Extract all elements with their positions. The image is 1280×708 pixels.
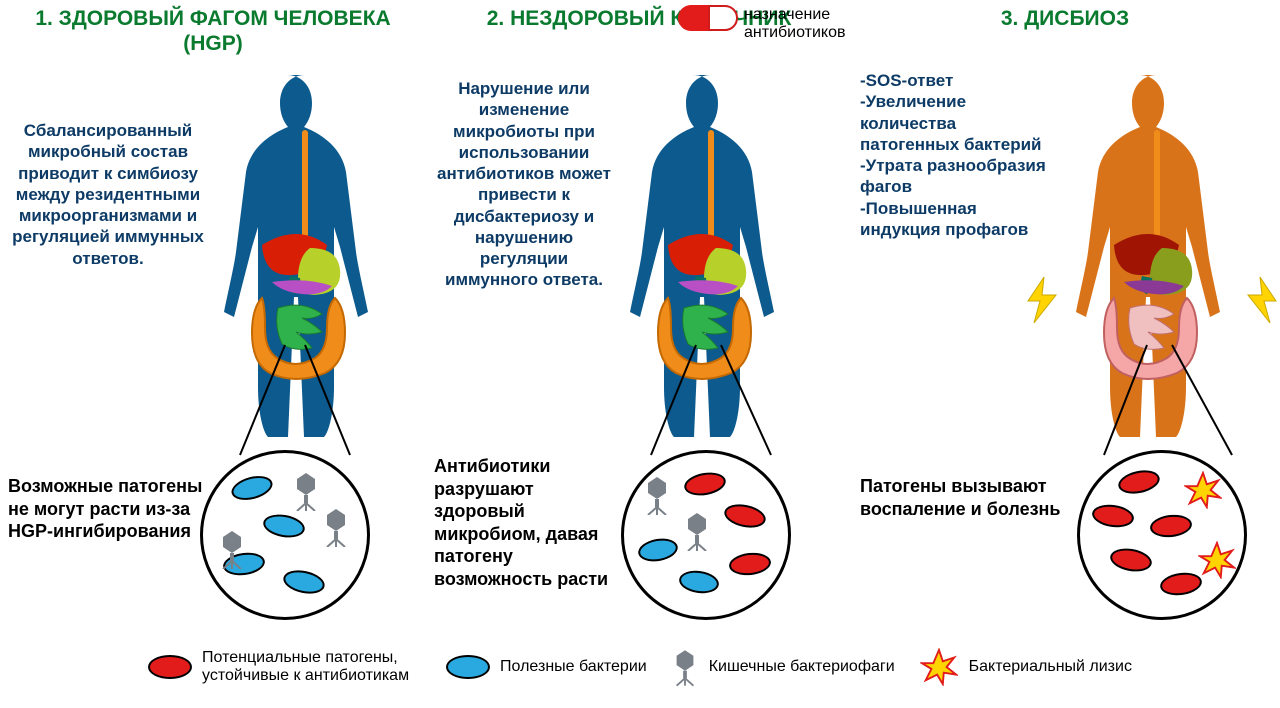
good-bacteria [229, 472, 275, 504]
phage-icon [217, 529, 247, 569]
spine [708, 130, 714, 250]
panel1-title: 1. ЗДОРОВЫЙ ФАГОМ ЧЕЛОВЕКА (HGP) [0, 0, 426, 60]
pathogen [728, 551, 772, 577]
spine [1154, 130, 1160, 250]
pathogen [682, 470, 727, 499]
blue-oval-icon [446, 655, 490, 679]
burst-icon [919, 647, 959, 687]
panel3-lower: Патогены вызывают воспаление и болезнь [860, 475, 1070, 520]
legend-label-4: Бактериальный лизис [969, 658, 1132, 676]
lightning-icon [1022, 275, 1062, 325]
lysis-icon [1198, 541, 1236, 579]
panel-dysbiosis: 3. ДИСБИОЗ -SOS-ответ -Увеличение количе… [852, 0, 1278, 630]
lightning-icon [1242, 275, 1280, 325]
legend-phage: Кишечные бактериофаги [671, 647, 895, 687]
legend-pathogen: Потенциальные патогены, устойчивые к ант… [148, 649, 422, 686]
good-bacteria [261, 512, 306, 541]
pill-white-half [708, 5, 738, 31]
panel3-title: 3. ДИСБИОЗ [852, 0, 1278, 35]
bullet-3: -Утрата разнообразия фагов [860, 155, 1060, 198]
lysis-icon [1184, 471, 1222, 509]
pill-red-half [678, 5, 708, 31]
pathogen [1116, 467, 1162, 497]
panel3-bullets: -SOS-ответ -Увеличение количества патоге… [860, 70, 1060, 240]
good-bacteria [678, 568, 721, 595]
phage-icon [642, 475, 672, 515]
legend-lysis: Бактериальный лизис [919, 647, 1132, 687]
pathogen [722, 501, 768, 531]
phage-icon [671, 647, 699, 687]
pill-icon [678, 5, 738, 31]
legend-label-2: Полезные бактерии [500, 658, 647, 676]
pathogen [1108, 546, 1153, 575]
bullet-4: -Повышенная индукция профагов [860, 198, 1060, 241]
microbiome-circle-1 [200, 450, 370, 620]
panel2-desc: Нарушение или изменение микробиоты при и… [434, 78, 614, 291]
panel2-lower: Антибиотики разрушают здоровый микробиом… [434, 455, 624, 590]
legend-row: Потенциальные патогены, устойчивые к ант… [0, 632, 1280, 702]
pathogen [1091, 502, 1136, 530]
pathogen [1149, 513, 1193, 539]
panel-unhealthy: 2. НЕЗДОРОВЫЙ КИШЕЧНИК назначение антиби… [426, 0, 852, 630]
panel1-lower: Возможные патогены не могут расти из-за … [8, 475, 203, 543]
legend-label-1: Потенциальные патогены, устойчивые к ант… [202, 649, 422, 686]
good-bacteria [281, 567, 327, 597]
phage-icon [682, 511, 712, 551]
pill-label: назначение антибиотиков [744, 6, 864, 41]
legend-label-3: Кишечные бактериофаги [709, 658, 895, 676]
red-oval-icon [148, 655, 192, 679]
microbiome-circle-3 [1077, 450, 1247, 620]
legend-good-bacteria: Полезные бактерии [446, 655, 647, 679]
phage-icon [321, 507, 351, 547]
pathogen [1159, 570, 1204, 598]
bullet-1: -SOS-ответ [860, 70, 1060, 91]
microbiome-circle-2 [621, 450, 791, 620]
panel-healthy: 1. ЗДОРОВЫЙ ФАГОМ ЧЕЛОВЕКА (HGP) Сбаланс… [0, 0, 426, 630]
phage-icon [291, 471, 321, 511]
good-bacteria [636, 536, 679, 565]
bullet-2: -Увеличение количества патогенных бактер… [860, 91, 1060, 155]
panel1-desc: Сбалансированный микробный состав привод… [8, 120, 208, 269]
spine [302, 130, 308, 250]
